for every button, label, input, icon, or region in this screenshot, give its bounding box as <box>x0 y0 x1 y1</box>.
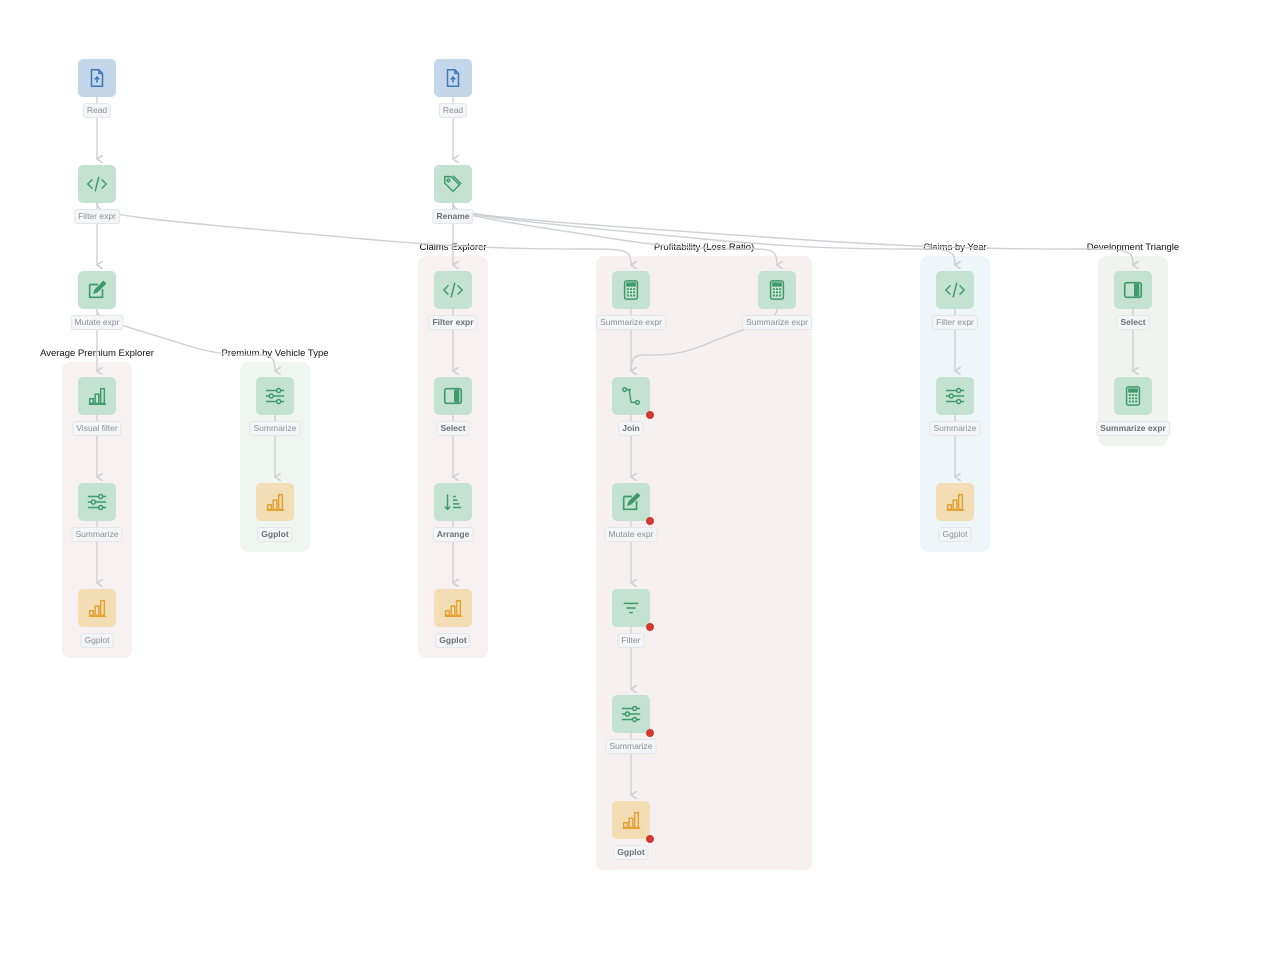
node-label: Visual filter <box>72 421 122 436</box>
sliders-icon <box>86 491 108 513</box>
node-label: Summarize <box>929 421 981 436</box>
node-label: Rename <box>432 209 474 224</box>
node-summarize-expr[interactable] <box>1114 377 1152 415</box>
bar-chart-icon <box>620 809 642 831</box>
node-label: Summarize expr <box>1096 421 1170 436</box>
group-profit[interactable] <box>596 256 812 870</box>
node-rename[interactable] <box>434 165 472 203</box>
edge-a3-b1[interactable] <box>96 308 275 371</box>
node-read[interactable] <box>78 59 116 97</box>
node-summarize[interactable] <box>78 483 116 521</box>
code-icon <box>442 279 464 301</box>
code-icon <box>944 279 966 301</box>
node-summarize[interactable] <box>936 377 974 415</box>
select-column-icon <box>1122 279 1144 301</box>
bar-chart-icon <box>86 597 108 619</box>
node-filter-expr[interactable] <box>936 271 974 309</box>
node-summarize[interactable] <box>256 377 294 415</box>
file-upload-icon <box>86 67 108 89</box>
node-label: Read <box>438 103 468 118</box>
node-label: Mutate expr <box>70 315 124 330</box>
select-column-icon <box>442 385 464 407</box>
code-icon <box>86 173 108 195</box>
sort-icon <box>442 491 464 513</box>
node-label: Summarize expr <box>742 315 812 330</box>
edit-icon <box>86 279 108 301</box>
node-mutate-expr[interactable] <box>612 483 650 521</box>
error-indicator[interactable] <box>646 729 654 737</box>
sliders-icon <box>264 385 286 407</box>
node-label: Mutate expr <box>604 527 658 542</box>
node-label: Filter expr <box>932 315 978 330</box>
node-label: Ggplot <box>435 633 471 648</box>
error-indicator[interactable] <box>646 623 654 631</box>
node-filter-expr[interactable] <box>78 165 116 203</box>
node-label: Select <box>1116 315 1150 330</box>
node-label: Filter expr <box>428 315 478 330</box>
node-join[interactable] <box>612 377 650 415</box>
edit-icon <box>620 491 642 513</box>
node-label: Ggplot <box>613 845 649 860</box>
node-label: Summarize <box>71 527 123 542</box>
node-summarize[interactable] <box>612 695 650 733</box>
node-ggplot[interactable] <box>434 589 472 627</box>
node-label: Arrange <box>432 527 474 542</box>
bar-chart-icon <box>442 597 464 619</box>
sliders-icon <box>944 385 966 407</box>
error-indicator[interactable] <box>646 835 654 843</box>
node-label: Filter expr <box>74 209 120 224</box>
bar-chart-icon <box>86 385 108 407</box>
calculator-icon <box>1122 385 1144 407</box>
node-label: Summarize <box>249 421 301 436</box>
node-label: Read <box>82 103 112 118</box>
calculator-icon <box>620 279 642 301</box>
file-upload-icon <box>442 67 464 89</box>
node-summarize-expr[interactable] <box>612 271 650 309</box>
edge-c2-y1[interactable] <box>452 202 955 265</box>
edge-c2-d1[interactable] <box>452 202 1133 265</box>
node-ggplot[interactable] <box>612 801 650 839</box>
node-arrange[interactable] <box>434 483 472 521</box>
node-summarize-expr[interactable] <box>758 271 796 309</box>
calculator-icon <box>766 279 788 301</box>
node-read[interactable] <box>434 59 472 97</box>
node-mutate-expr[interactable] <box>78 271 116 309</box>
error-indicator[interactable] <box>646 517 654 525</box>
node-label: Filter <box>617 633 645 648</box>
node-label: Summarize expr <box>596 315 666 330</box>
node-label: Join <box>618 421 644 436</box>
node-label: Ggplot <box>80 633 114 648</box>
bar-chart-icon <box>944 491 966 513</box>
node-label: Ggplot <box>938 527 972 542</box>
node-ggplot[interactable] <box>256 483 294 521</box>
error-indicator[interactable] <box>646 411 654 419</box>
node-filter[interactable] <box>612 589 650 627</box>
bar-chart-icon <box>264 491 286 513</box>
join-icon <box>620 385 642 407</box>
sliders-icon <box>620 703 642 725</box>
node-label: Ggplot <box>257 527 293 542</box>
group-title: Premium by Vehicle Type <box>221 348 329 359</box>
group-title: Development Triangle <box>1086 242 1180 253</box>
node-ggplot[interactable] <box>936 483 974 521</box>
group-title: Profitability (Loss Ratio) <box>653 242 755 253</box>
filter-icon <box>620 597 642 619</box>
tag-icon <box>442 173 464 195</box>
node-ggplot[interactable] <box>78 589 116 627</box>
node-select[interactable] <box>1114 271 1152 309</box>
node-visual-filter[interactable] <box>78 377 116 415</box>
node-label: Select <box>436 421 470 436</box>
node-label: Summarize <box>605 739 657 754</box>
edge-a2-p1[interactable] <box>96 202 631 265</box>
node-select[interactable] <box>434 377 472 415</box>
node-filter-expr[interactable] <box>434 271 472 309</box>
